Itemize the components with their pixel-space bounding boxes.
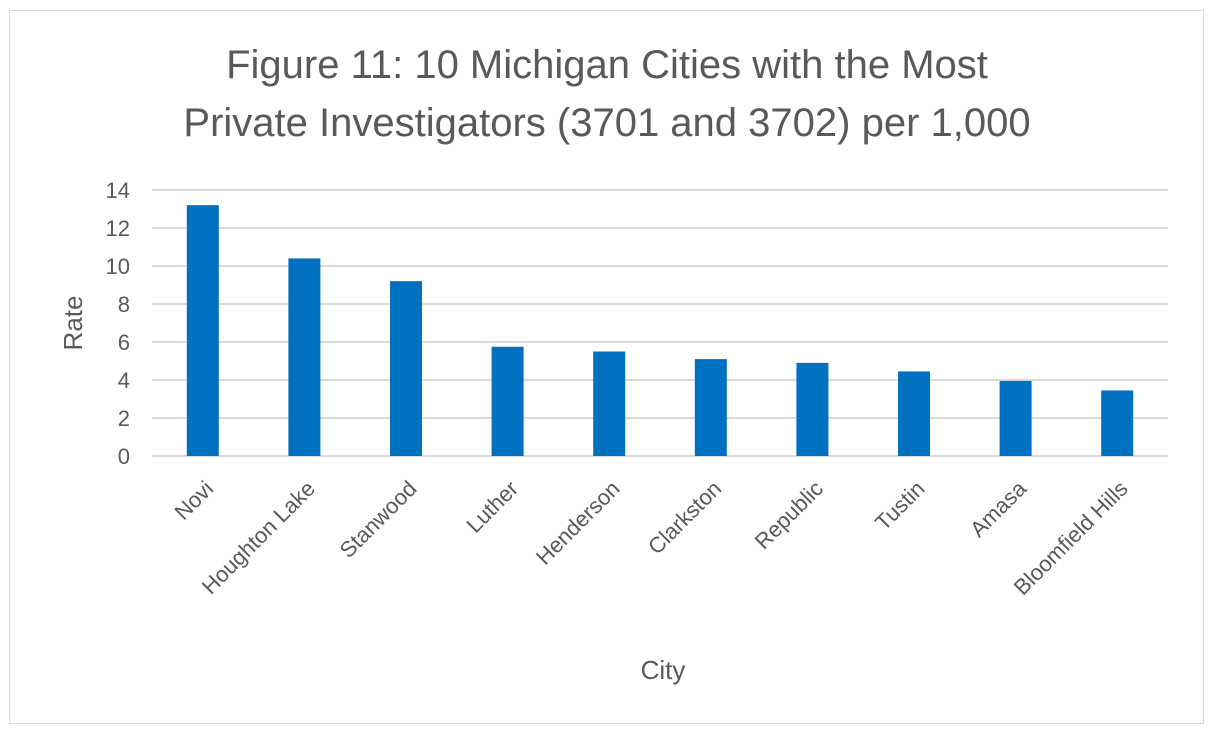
bar-republic	[796, 362, 829, 456]
chart-title-line-2: Private Investigators (3701 and 3702) pe…	[183, 101, 1030, 145]
y-tick-label: 0	[118, 444, 130, 469]
y-tick-label: 14	[106, 178, 130, 203]
bar-henderson	[593, 351, 626, 456]
y-tick-label: 12	[106, 216, 130, 241]
x-tick-label: Novi	[170, 476, 219, 525]
bar-bloomfield-hills	[1101, 390, 1134, 456]
x-tick-label: Henderson	[531, 476, 625, 570]
y-tick-label: 6	[118, 330, 130, 355]
gridlines	[152, 189, 1168, 457]
x-tick-label: Republic	[750, 476, 828, 554]
x-tick-label: Tustin	[870, 476, 929, 535]
y-tick-label: 8	[118, 292, 130, 317]
y-axis-label: Rate	[58, 296, 88, 351]
y-tick-label: 10	[106, 254, 130, 279]
x-tick-label: Stanwood	[335, 476, 422, 563]
x-axis-label: City	[641, 655, 686, 685]
bar-stanwood	[390, 281, 422, 456]
y-tick-label: 2	[118, 406, 130, 431]
bar-houghton-lake	[288, 258, 321, 456]
x-tick-label: Luther	[461, 476, 523, 538]
bar-tustin	[898, 371, 930, 456]
x-tick-label: Amasa	[965, 475, 1032, 542]
x-tick-label: Clarkston	[643, 476, 726, 559]
y-axis-ticks: 0 2 4 6 8 10 12 14	[106, 178, 130, 469]
bar-novi	[186, 205, 219, 456]
chart-title-line-1: Figure 11: 10 Michigan Cities with the M…	[226, 43, 988, 87]
bar-luther	[491, 346, 524, 456]
bar-amasa	[999, 380, 1032, 456]
bars	[186, 205, 1134, 456]
bar-clarkston	[694, 359, 727, 456]
y-tick-label: 4	[118, 368, 130, 393]
chart-title: Figure 11: 10 Michigan Cities with the M…	[183, 43, 1030, 145]
